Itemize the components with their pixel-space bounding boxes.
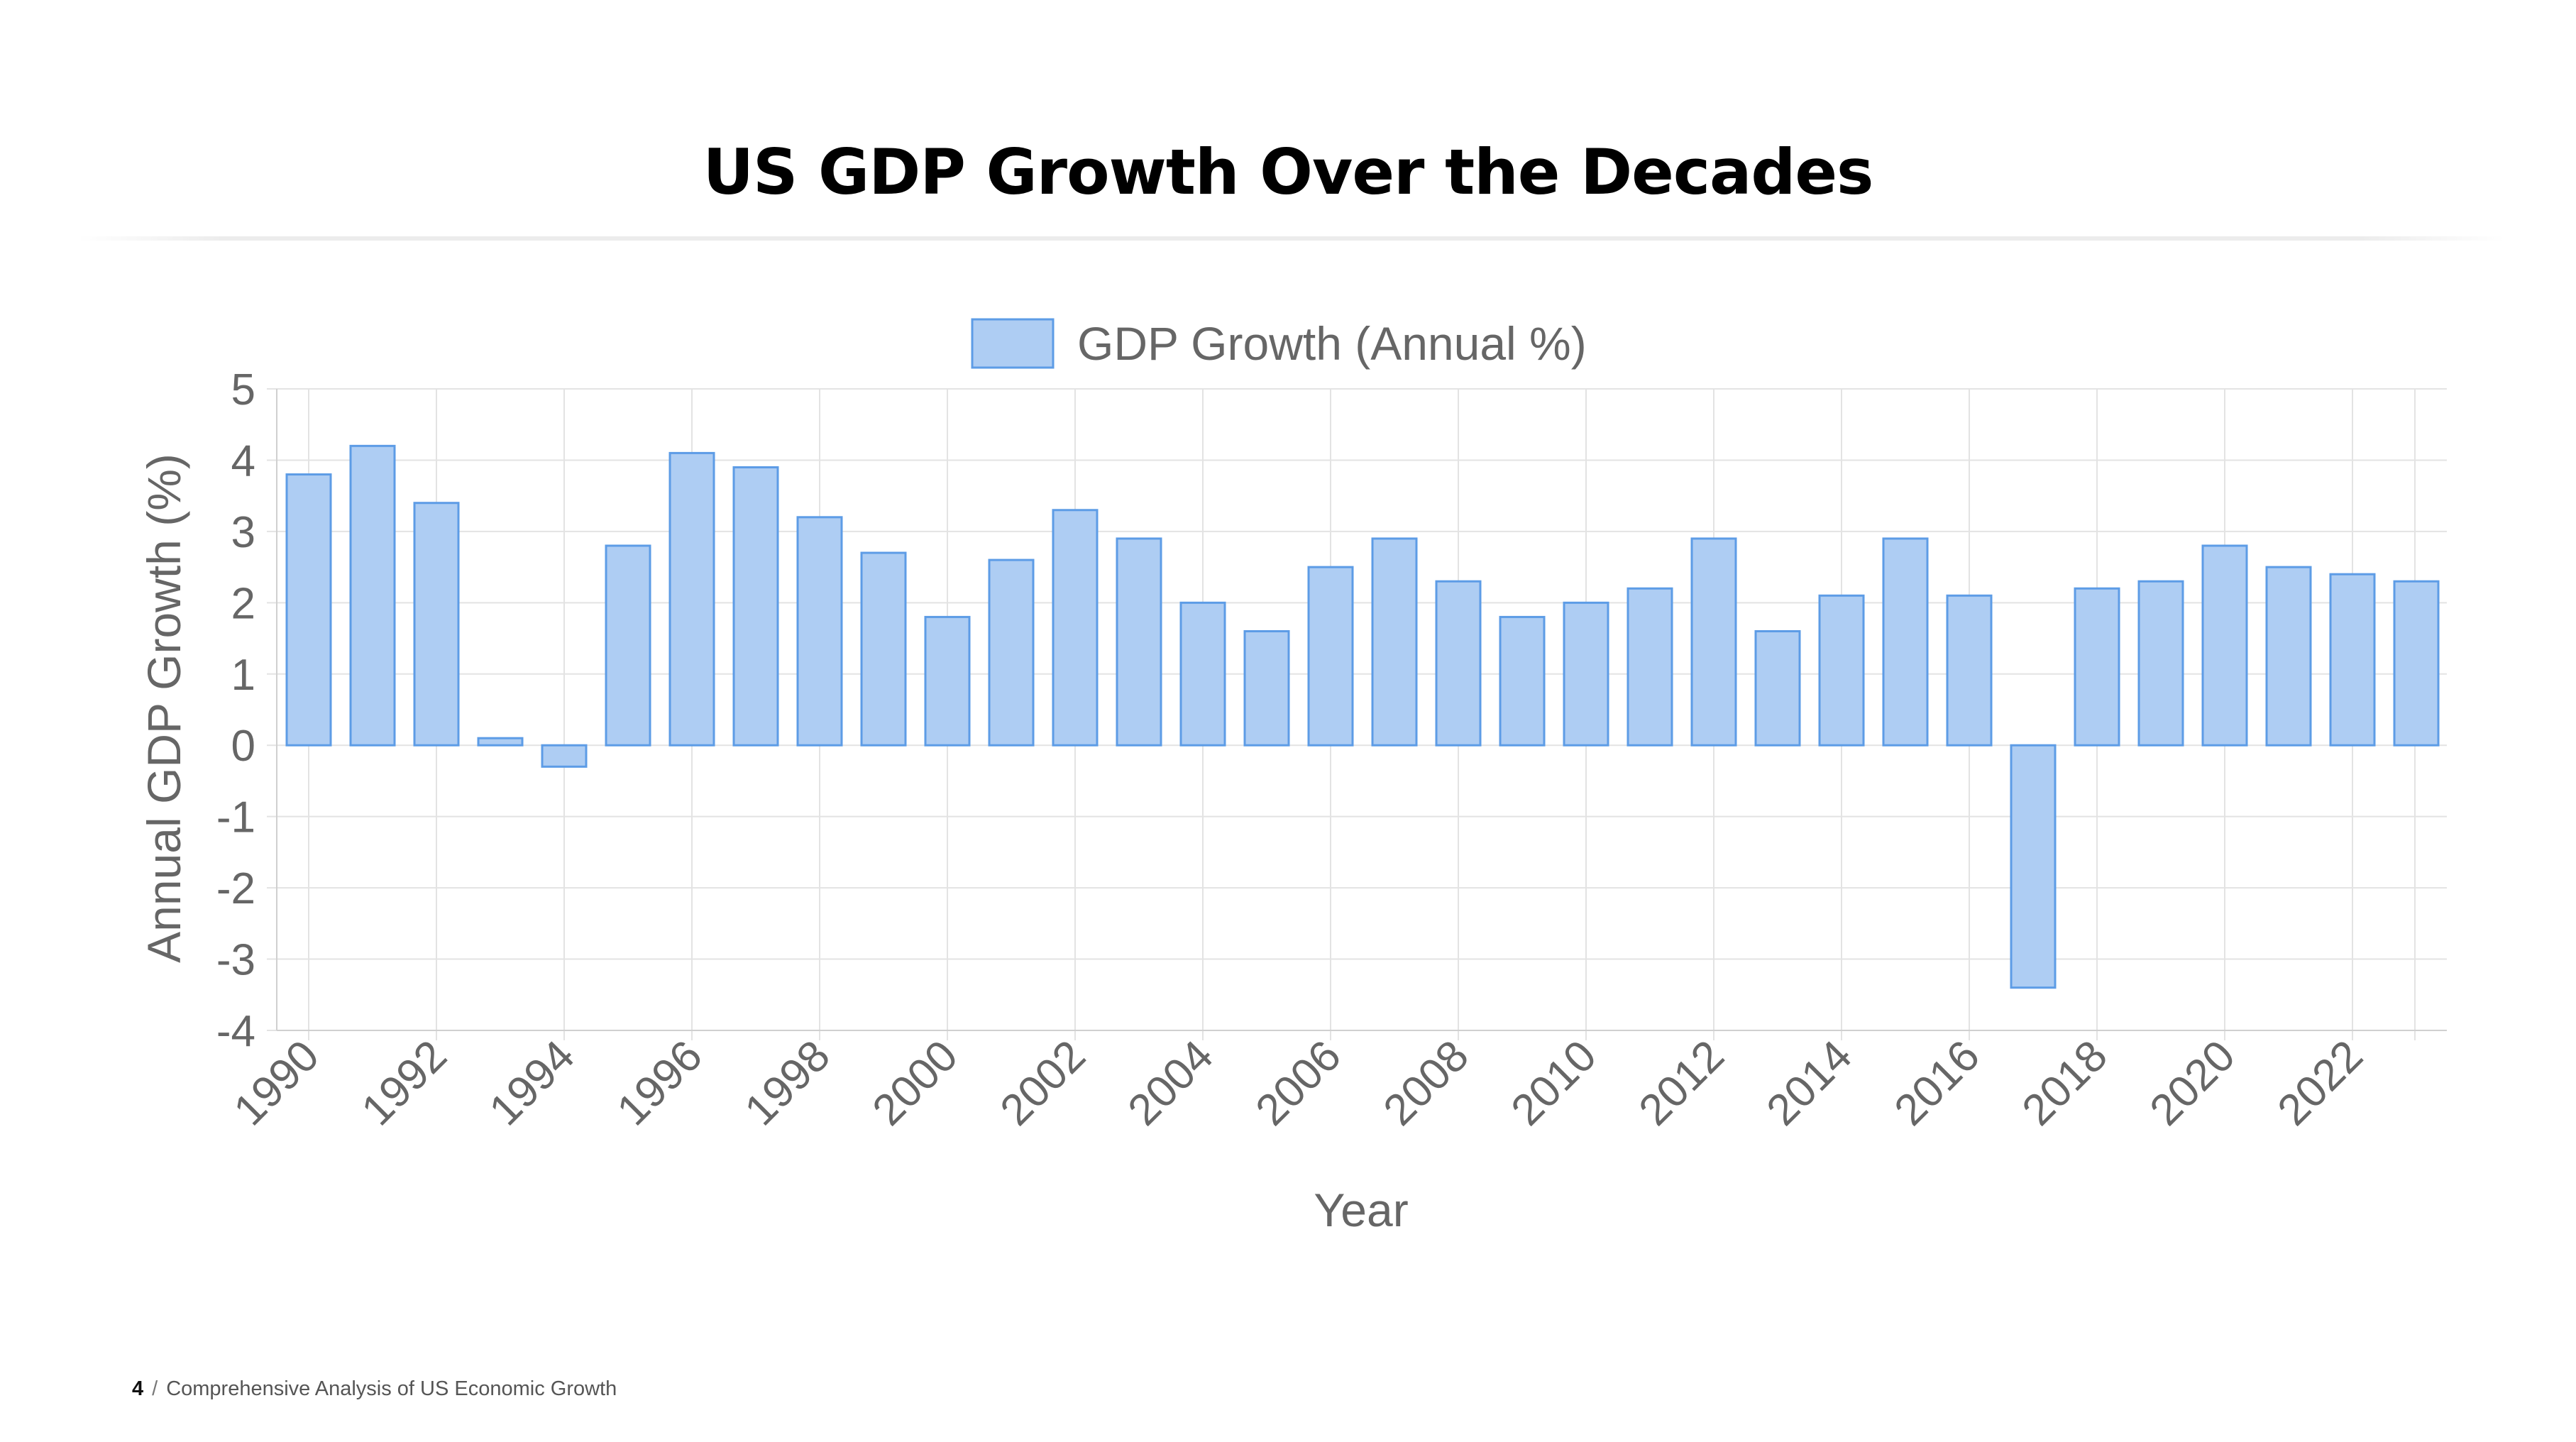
bar-1992[interactable] bbox=[413, 502, 460, 747]
bar-2013[interactable] bbox=[1754, 630, 1801, 747]
x-tick-label: 1998 bbox=[736, 1031, 840, 1135]
x-axis-label: Year bbox=[1314, 1184, 1408, 1236]
x-tick-label: 2012 bbox=[1630, 1031, 1734, 1135]
bar-2016[interactable] bbox=[1946, 594, 1993, 747]
bar-2003[interactable] bbox=[1116, 537, 1162, 747]
bar-2006[interactable] bbox=[1307, 566, 1354, 747]
y-tick-label: 0 bbox=[231, 722, 255, 771]
bar-1996[interactable] bbox=[668, 451, 715, 747]
bar-1994[interactable] bbox=[541, 744, 588, 768]
bar-1990[interactable] bbox=[285, 473, 332, 747]
x-tick-label: 1996 bbox=[608, 1031, 712, 1135]
y-tick-label: -2 bbox=[216, 864, 255, 913]
y-tick-label: -3 bbox=[216, 936, 255, 985]
x-tick-label: 2020 bbox=[2141, 1031, 2245, 1135]
bar-2019[interactable] bbox=[2137, 580, 2184, 747]
x-tick-label: 2000 bbox=[864, 1031, 967, 1135]
bar-2015[interactable] bbox=[1882, 537, 1929, 747]
x-tick-label: 2016 bbox=[1886, 1031, 1989, 1135]
bar-1995[interactable] bbox=[605, 544, 651, 747]
y-tick-label: 3 bbox=[231, 508, 255, 557]
x-tick-label: 2006 bbox=[1247, 1031, 1350, 1135]
y-axis-label: Annual GDP Growth (%) bbox=[138, 453, 190, 963]
footer-text: Comprehensive Analysis of US Economic Gr… bbox=[166, 1377, 617, 1400]
bar-2014[interactable] bbox=[1818, 594, 1865, 747]
bar-1997[interactable] bbox=[732, 466, 779, 747]
x-tick-label: 2002 bbox=[991, 1031, 1095, 1135]
x-tick-label: 2010 bbox=[1502, 1031, 1606, 1135]
bar-2009[interactable] bbox=[1499, 615, 1546, 747]
bar-1998[interactable] bbox=[796, 516, 843, 747]
bar-2001[interactable] bbox=[988, 558, 1035, 747]
bar-1993[interactable] bbox=[477, 737, 524, 747]
x-tick-label: 2018 bbox=[2013, 1031, 2117, 1135]
legend[interactable]: GDP Growth (Annual %) bbox=[971, 317, 1587, 370]
bar-2012[interactable] bbox=[1690, 537, 1737, 747]
bar-2021[interactable] bbox=[2265, 566, 2312, 747]
y-tick-label: 1 bbox=[231, 651, 255, 700]
y-tick-label: -1 bbox=[216, 793, 255, 842]
bar-2008[interactable] bbox=[1435, 580, 1482, 747]
bar-1999[interactable] bbox=[860, 551, 907, 747]
title-divider bbox=[78, 236, 2505, 241]
page-number: 4 bbox=[132, 1377, 144, 1400]
y-tick-label: 2 bbox=[231, 579, 255, 628]
bar-2023[interactable] bbox=[2393, 580, 2440, 747]
x-tick-label: 1992 bbox=[353, 1031, 456, 1135]
bar-2011[interactable] bbox=[1626, 587, 1673, 747]
x-tick-label: 1994 bbox=[480, 1031, 584, 1135]
bar-2002[interactable] bbox=[1052, 509, 1099, 747]
legend-label: GDP Growth (Annual %) bbox=[1077, 317, 1587, 370]
x-tick-label: 2014 bbox=[1758, 1031, 1861, 1135]
bar-2017[interactable] bbox=[2010, 744, 2057, 989]
slide-title: US GDP Growth Over the Decades bbox=[703, 136, 1874, 209]
legend-swatch bbox=[971, 318, 1055, 369]
bar-2018[interactable] bbox=[2074, 587, 2120, 747]
bar-2005[interactable] bbox=[1243, 630, 1290, 747]
bar-2010[interactable] bbox=[1563, 601, 1609, 747]
footer-separator: / bbox=[152, 1377, 158, 1400]
bar-2022[interactable] bbox=[2329, 573, 2376, 747]
footer: 4 / Comprehensive Analysis of US Economic … bbox=[132, 1377, 617, 1401]
y-tick-label: -4 bbox=[216, 1007, 255, 1056]
y-tick-label: 5 bbox=[231, 365, 255, 414]
x-tick-label: 2022 bbox=[2269, 1031, 2372, 1135]
bar-layer bbox=[285, 444, 2440, 989]
bar-1991[interactable] bbox=[349, 444, 396, 747]
bar-2004[interactable] bbox=[1179, 601, 1226, 747]
x-tick-label: 2004 bbox=[1119, 1031, 1223, 1135]
y-tick-label: 4 bbox=[231, 436, 255, 485]
bar-2007[interactable] bbox=[1371, 537, 1418, 747]
bar-2000[interactable] bbox=[924, 615, 971, 747]
x-tick-label: 2008 bbox=[1375, 1031, 1478, 1135]
bar-2020[interactable] bbox=[2201, 544, 2248, 747]
